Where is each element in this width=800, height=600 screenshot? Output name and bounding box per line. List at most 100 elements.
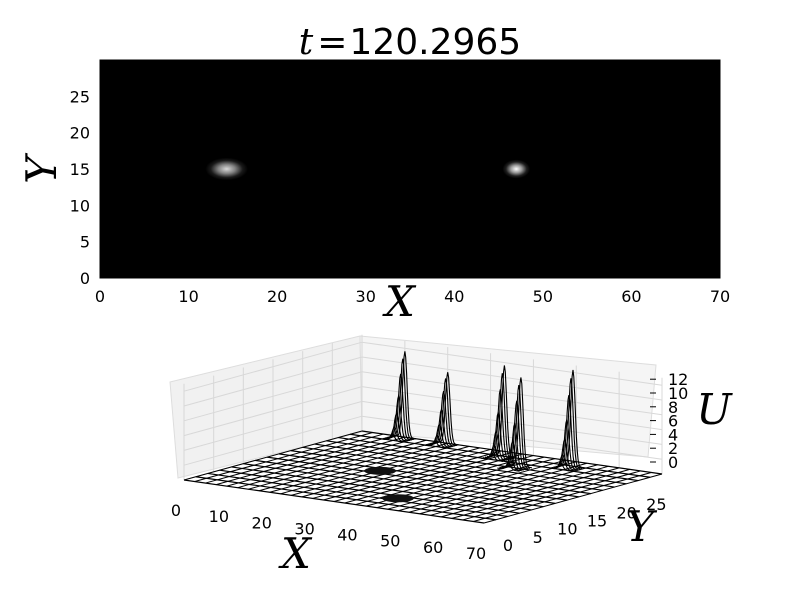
heatmap-x-tick-label: 30 (356, 287, 376, 306)
surface-y-tick-label: 20 (616, 503, 636, 522)
floor-grid-line (408, 462, 588, 513)
heatmap-blob-0 (205, 157, 248, 181)
heatmap-x-tick-label: 40 (444, 287, 464, 306)
surface-z-tick-label: 8 (668, 398, 678, 417)
heatmap-x-tick-label: 60 (621, 287, 641, 306)
floor-grid-line (323, 450, 502, 501)
surface-peak-base (381, 494, 414, 503)
surface-peak-contour (557, 395, 581, 470)
floor-grid-line (314, 443, 615, 488)
floor-grid-line (183, 430, 363, 481)
surface-z-axis-label: U (696, 385, 733, 434)
surface-x-tick-label: 10 (209, 507, 229, 526)
pane-grid-line (183, 386, 663, 437)
floor-grid-line (207, 472, 508, 518)
heatmap-y-tick-label: 25 (70, 87, 90, 106)
floor-grid-line (278, 453, 580, 498)
heatmap-blob-1 (502, 159, 531, 179)
floor-grid-line (483, 473, 663, 524)
floor-grid-line (302, 446, 603, 491)
surface-peak-contour (424, 441, 447, 449)
surface-peaks (364, 351, 585, 503)
heatmap-y-tick-label: 10 (70, 196, 90, 215)
surface-z-tick-label: 6 (668, 412, 678, 431)
pane-grid-line (183, 415, 663, 466)
floor-grid-line (441, 467, 620, 518)
heatmap-y-tick-label: 15 (70, 160, 90, 179)
surface-peak-6 (381, 494, 414, 503)
surface-x-tick-label: 20 (252, 513, 272, 532)
surface-x-tick-label: 50 (380, 532, 400, 551)
surface-peak-contour (434, 378, 457, 447)
heatmap-y-axis-label: Y (17, 152, 66, 184)
heatmap-ticks: 0 10 20 30 40 50 60 70 0 5 10 15 20 25 (70, 60, 730, 306)
surface-z-tick-label: 4 (668, 425, 678, 444)
surface-peak-base (364, 466, 397, 475)
surface-peak-contour (489, 389, 512, 460)
surface-x-axis-label: X (278, 529, 313, 578)
floor-grid-line (258, 441, 438, 492)
floor-grid-line (451, 468, 630, 519)
heatmap-x-tick-label: 50 (533, 287, 553, 306)
floor-grid-line (312, 448, 491, 499)
surface-peak-2 (480, 365, 516, 462)
surface-peak-contour (389, 373, 412, 441)
surface-peak-contour (505, 400, 528, 470)
surface-x-tick-label: 0 (171, 501, 181, 520)
surface-z-tick-label: 10 (668, 384, 688, 403)
heatmap-x-tick-label: 0 (95, 287, 105, 306)
surface-y-tick-label: 0 (503, 536, 513, 555)
surface-y-tick-label: 5 (533, 528, 543, 547)
heatmap-x-tick-label: 10 (178, 287, 198, 306)
surface-peak-contour (507, 385, 531, 469)
heatmap-panel: 0 10 20 30 40 50 60 70 0 5 10 15 20 25 X Y (17, 59, 730, 326)
floor-grid-line (269, 442, 448, 493)
floor-grid-line (248, 439, 427, 490)
surface-peak-contour (497, 462, 520, 472)
surface-peak-contour (391, 358, 414, 440)
surface-z-tick-label: 12 (668, 370, 688, 389)
floor-grid-line (338, 436, 639, 482)
floor-grid-line (195, 476, 496, 521)
floor-grid-line (344, 453, 523, 504)
floor-grid-line (266, 456, 568, 501)
surface-peak-contour (381, 434, 404, 443)
surface-x-tick-label: 70 (466, 544, 486, 563)
surface-z-tick-label: 2 (668, 439, 678, 458)
floor-grid-line (216, 435, 395, 486)
floor-grid-line (473, 471, 652, 522)
surface-y-axis-label: Y (626, 502, 658, 551)
surface-peak-contour (480, 452, 504, 462)
pane-grid-line (183, 371, 663, 422)
floor-grid-line (430, 465, 609, 516)
heatmap-background (100, 60, 720, 278)
floor-grid-line (255, 459, 556, 504)
surface-peak-5 (364, 466, 397, 475)
floor-grid-line (326, 440, 627, 485)
surface-peak-contour (426, 434, 449, 449)
surface-peak-contour (559, 378, 583, 469)
pane-grid-line (183, 400, 663, 451)
floor-grid-line (183, 479, 485, 524)
heatmap-blobs (205, 157, 531, 181)
surface-x-tick-label: 30 (294, 519, 314, 538)
heatmap-y-tick-label: 20 (70, 124, 90, 143)
floor-grid-line (231, 466, 532, 511)
heatmap-x-axis-label: X (382, 277, 417, 326)
floor-grid-line (237, 438, 416, 489)
surface-y-tick-label: 15 (587, 512, 607, 531)
surface-peak-0 (381, 351, 417, 443)
surface-peak-1 (424, 372, 459, 449)
surface-x-tick-label: 60 (423, 538, 443, 557)
surface-y-tick-label: 25 (646, 495, 666, 514)
floor-grid-line (290, 450, 591, 495)
surface-peak-4 (549, 369, 585, 472)
floor-grid-line (333, 452, 513, 502)
pane-grid-line (183, 341, 663, 392)
surface-z-tick-label: 0 (668, 453, 678, 472)
heatmap-x-tick-label: 20 (267, 287, 287, 306)
heatmap-x-tick-label: 70 (710, 287, 730, 306)
floor-grid-line (219, 469, 520, 514)
